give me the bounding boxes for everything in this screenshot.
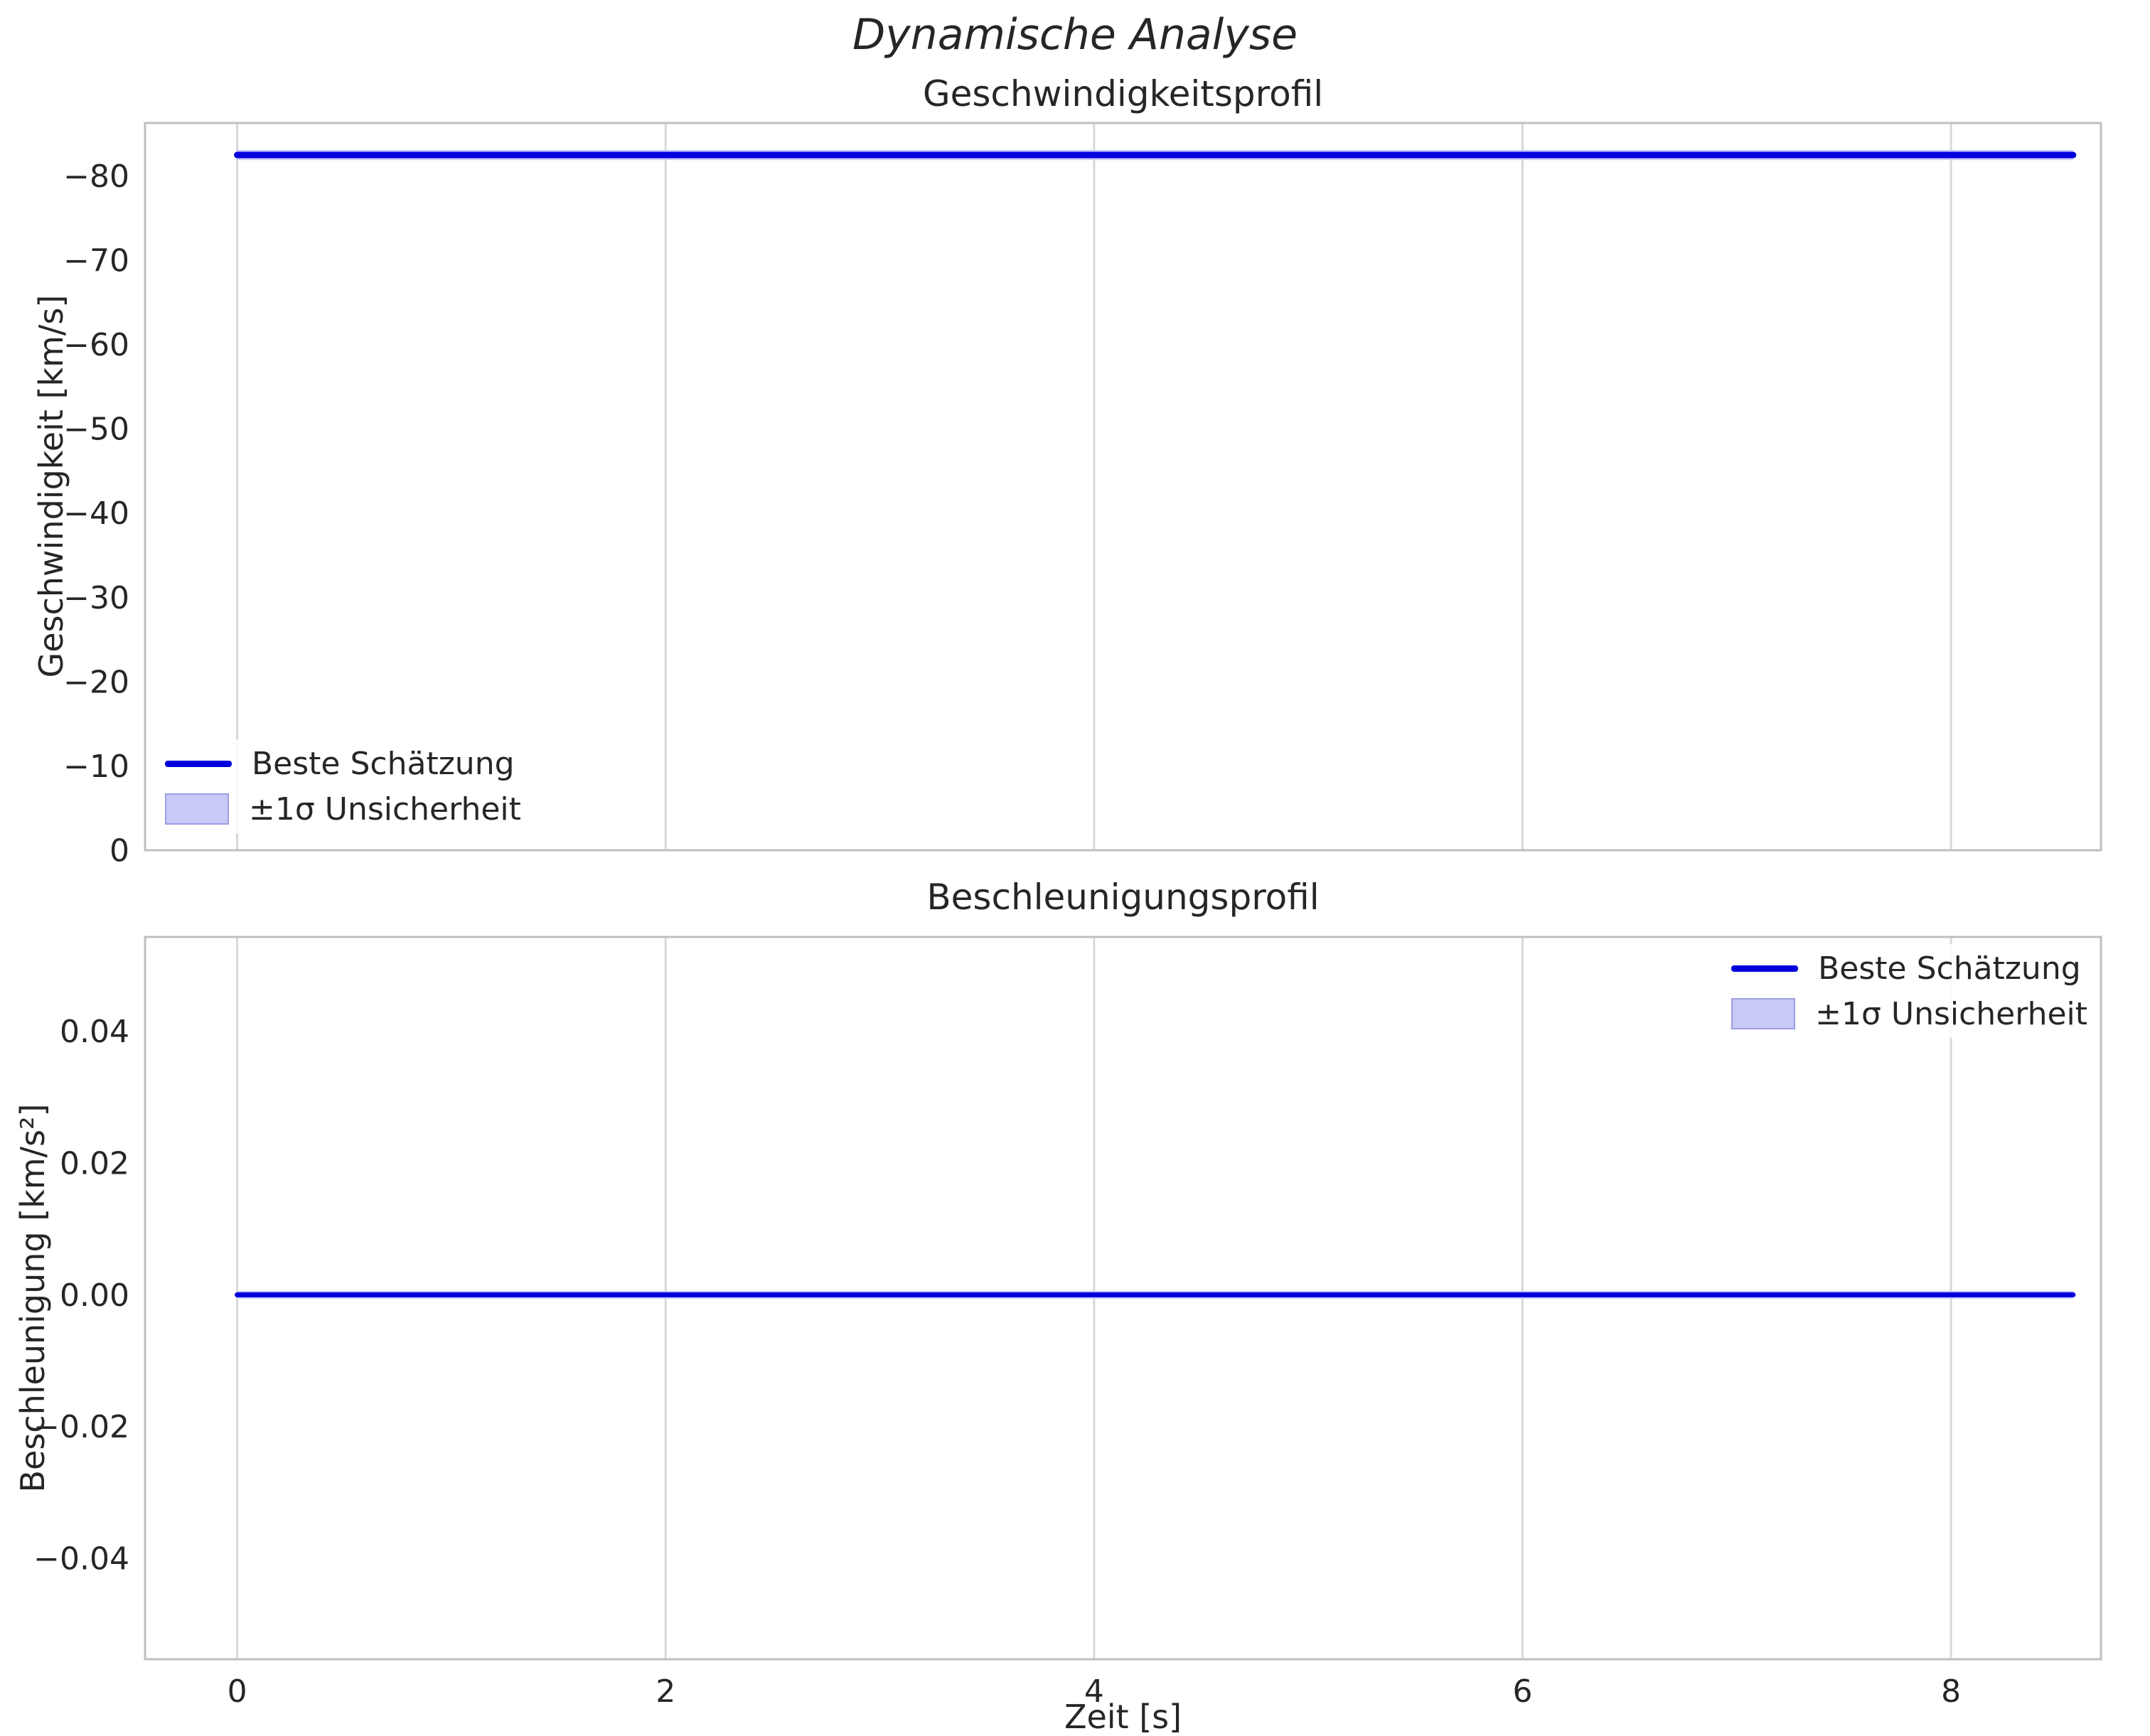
y-tick-label: −60 <box>63 327 129 363</box>
x-tick-label: 0 <box>228 1673 247 1710</box>
y-tick-label: −80 <box>63 159 129 195</box>
legend-band-label: ±1σ Unsicherheit <box>1815 995 2087 1032</box>
x-tick-label: 4 <box>1084 1673 1104 1710</box>
y-tick-label: −70 <box>63 243 129 279</box>
legend-entry-band: ±1σ Unsicherheit <box>165 791 521 827</box>
y-tick-label: −40 <box>63 495 129 532</box>
legend-entry-band: ±1σ Unsicherheit <box>1731 995 2087 1032</box>
y-tick-label: 0 <box>109 832 129 869</box>
legend-line-label: Beste Schätzung <box>252 745 515 782</box>
legend-entry-line: Beste Schätzung <box>165 745 521 782</box>
y-tick-label: −20 <box>63 664 129 700</box>
velocity-y-axis-label: Geschwindigkeit [km/s] <box>32 294 70 678</box>
axes-background <box>145 123 2101 850</box>
x-tick-label: 8 <box>1941 1673 1961 1710</box>
legend-band-label: ±1σ Unsicherheit <box>249 791 521 827</box>
figure-suptitle: Dynamische Analyse <box>852 10 1298 60</box>
x-tick-label: 2 <box>656 1673 675 1710</box>
y-tick-label: −30 <box>63 580 129 616</box>
y-tick-label: −50 <box>63 412 129 448</box>
y-tick-label: −0.02 <box>33 1409 129 1445</box>
subplot-acceleration-title: Beschleunigungsprofil <box>926 877 1320 918</box>
axes-frame <box>144 936 2102 1661</box>
legend-band-swatch <box>1731 998 1796 1029</box>
y-tick-label: −10 <box>63 749 129 785</box>
y-tick-label: 0.02 <box>60 1145 129 1182</box>
x-axis-label: Zeit [s] <box>1064 1698 1182 1736</box>
legend-band-swatch <box>165 793 229 825</box>
legend-line-swatch <box>165 760 232 767</box>
y-tick-label: 0.04 <box>60 1014 129 1050</box>
legend-line-swatch <box>1731 965 1799 972</box>
legend-entry-line: Beste Schätzung <box>1731 950 2087 987</box>
legend-acceleration: Beste Schätzung ±1σ Unsicherheit <box>1724 944 2095 1038</box>
acceleration-y-axis-label: Beschleunigung [km/s²] <box>14 1103 52 1493</box>
x-tick-label: 6 <box>1512 1673 1532 1710</box>
y-tick-label: −0.04 <box>33 1541 129 1577</box>
legend-line-label: Beste Schätzung <box>1818 950 2081 987</box>
legend-velocity: Beste Schätzung ±1σ Unsicherheit <box>158 739 528 833</box>
axes-frame <box>144 122 2102 852</box>
subplot-velocity-title: Geschwindigkeitsprofil <box>922 73 1324 114</box>
y-tick-label: 0.00 <box>60 1277 129 1314</box>
